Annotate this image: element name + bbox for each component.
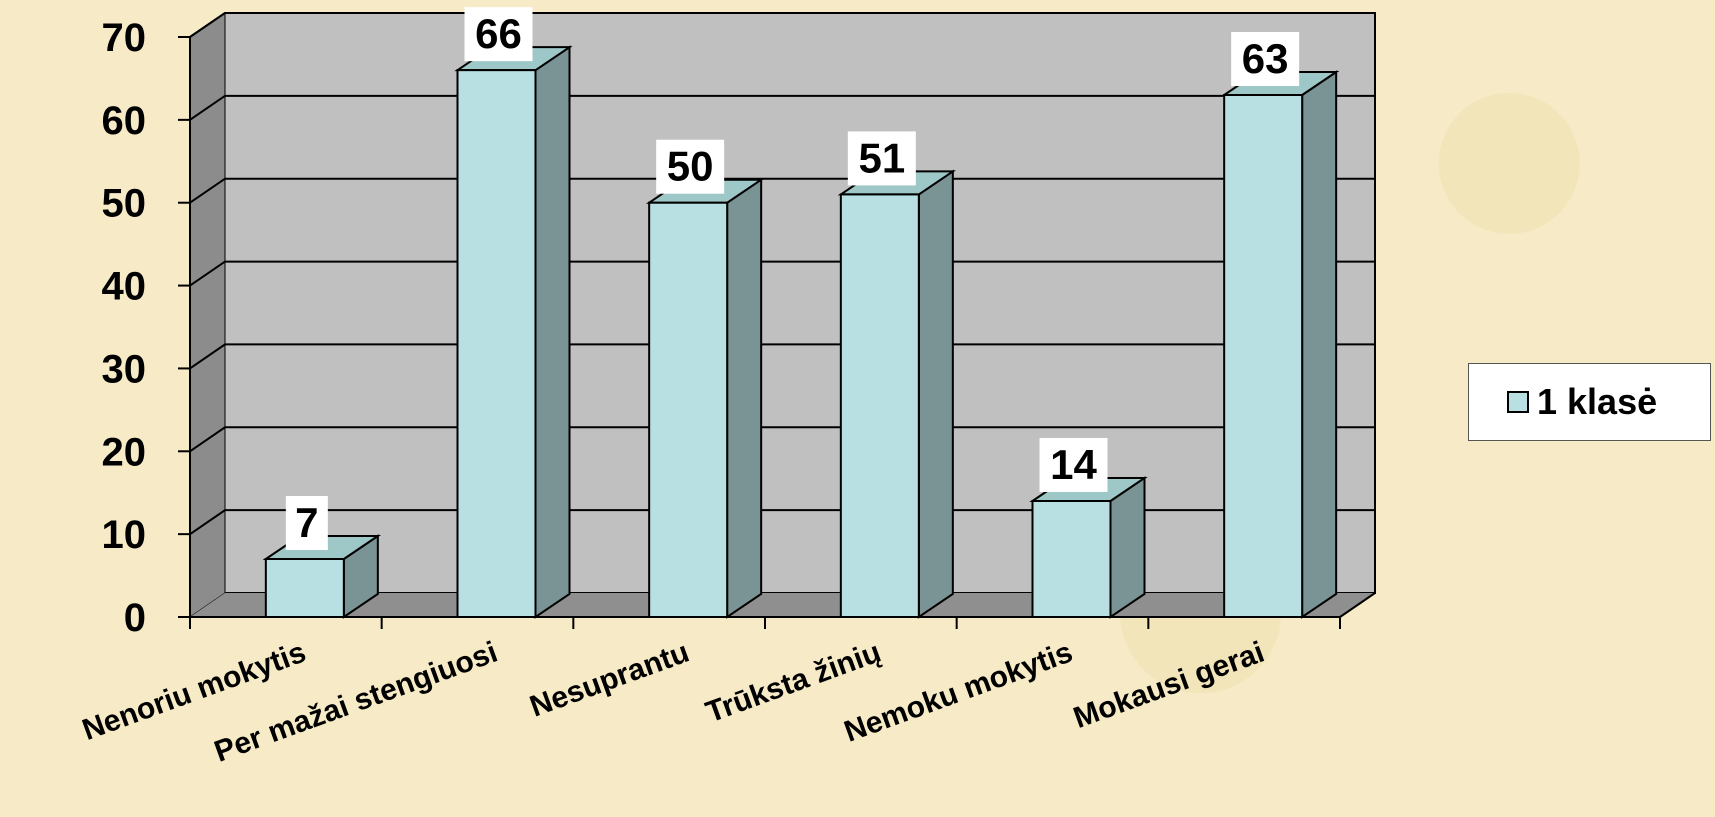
bar-side	[726, 177, 763, 619]
y-tick-label: 20	[102, 430, 147, 474]
legend-swatch	[1507, 391, 1529, 413]
y-tick-label: 30	[102, 347, 147, 391]
bar-side	[534, 45, 571, 619]
bar-front	[1031, 500, 1112, 618]
y-tick-labels: 0 10 20 30 40 50 60 70	[102, 16, 147, 640]
legend: 1 klasė	[1468, 363, 1711, 441]
bar-front	[648, 201, 729, 618]
floor-edge	[1339, 592, 1376, 618]
y-tick-label: 10	[102, 513, 147, 557]
legend-label: 1 klasė	[1537, 381, 1658, 422]
bar	[837, 169, 957, 619]
gridline	[189, 260, 1375, 287]
data-label-text: 66	[475, 10, 522, 57]
data-label: 14	[1039, 438, 1108, 492]
data-label-box	[285, 496, 328, 550]
data-label-box	[464, 7, 533, 62]
data-label-box	[1231, 32, 1300, 86]
data-label: 7	[285, 496, 328, 550]
data-label-text: 14	[1050, 441, 1097, 488]
bar-side	[1301, 70, 1338, 619]
bar-side	[917, 169, 954, 619]
gridline	[189, 12, 1375, 38]
gridlines	[189, 12, 1375, 535]
data-label-text: 7	[295, 499, 318, 546]
gridline	[189, 426, 1375, 453]
gridline	[189, 509, 1375, 535]
bar	[645, 177, 765, 619]
data-labels: 7 66 50 51 14 63	[285, 7, 1300, 550]
data-label: 63	[1231, 32, 1300, 86]
gridline	[189, 94, 1375, 121]
data-label-text: 50	[667, 143, 714, 190]
bar	[1220, 70, 1340, 619]
gridline	[189, 177, 1375, 204]
chart-walls	[189, 12, 1376, 619]
data-label: 50	[656, 139, 725, 194]
data-label: 66	[464, 7, 533, 62]
x-tick-label: Mokausi gerai	[1069, 636, 1268, 735]
x-tick-label: Nesuprantu	[526, 636, 694, 724]
data-label-box	[1039, 438, 1108, 492]
data-label-box	[656, 139, 725, 194]
bar-front	[264, 558, 345, 618]
y-tick-label: 0	[124, 596, 146, 640]
bar-front	[1223, 94, 1304, 618]
data-label-text: 51	[858, 134, 905, 181]
axes	[178, 36, 1376, 629]
bar	[1029, 476, 1148, 619]
bar-side	[1109, 476, 1146, 619]
bar-front	[456, 69, 537, 618]
bar	[454, 45, 573, 619]
back-wall	[189, 12, 1376, 619]
y-tick-label: 40	[102, 265, 147, 309]
y-tick-label: 70	[102, 16, 147, 60]
y-tick-label: 50	[102, 182, 147, 226]
bar-front	[839, 193, 920, 619]
data-label-text: 63	[1242, 35, 1289, 82]
side-wall	[189, 12, 226, 618]
data-label: 51	[847, 131, 916, 186]
data-label-box	[847, 131, 916, 186]
y-tick-label: 60	[102, 99, 147, 143]
bars	[262, 45, 1340, 619]
gridline	[189, 343, 1375, 370]
